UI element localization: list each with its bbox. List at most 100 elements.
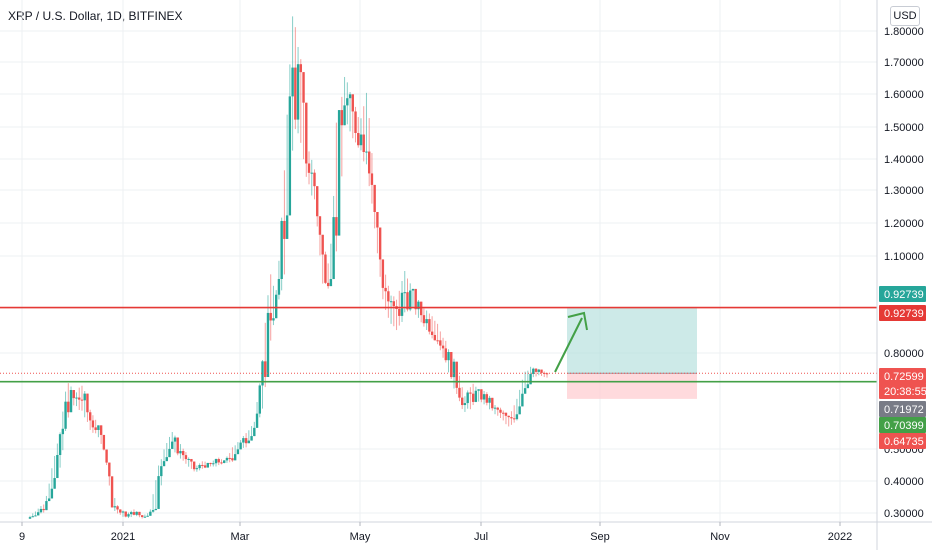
price-badge-label: 0.92739 — [884, 308, 924, 320]
candle-body — [280, 220, 283, 280]
candle-body — [274, 294, 278, 319]
candle-body — [91, 420, 95, 428]
candle-body — [127, 514, 130, 517]
candle-body — [75, 397, 78, 399]
candle-body — [195, 468, 199, 470]
x-tick-label: 9 — [19, 531, 25, 543]
y-tick-label: 1.60000 — [884, 89, 924, 101]
candle-body — [28, 517, 32, 519]
candle-body — [326, 282, 330, 287]
arrow-shaft — [554, 317, 583, 373]
currency-selector[interactable]: USD — [890, 6, 920, 26]
candle-body — [436, 340, 439, 342]
candle-body — [80, 399, 84, 401]
candle-body — [37, 512, 40, 516]
level-lines — [0, 306, 877, 383]
target-zone — [567, 307, 697, 374]
price-badge-label: 0.64735 — [884, 436, 924, 448]
arrow-head — [567, 311, 588, 331]
candle-body — [504, 412, 508, 416]
candle-body — [83, 393, 86, 401]
candle-body — [97, 425, 100, 430]
projection-arrow — [554, 311, 588, 373]
price-badge-label: 20:38:55 — [884, 386, 927, 398]
candle-body — [72, 390, 75, 399]
candle-body — [233, 454, 237, 461]
candle-body — [294, 67, 297, 120]
candle-body — [149, 511, 152, 516]
candle-body — [430, 331, 434, 335]
candle-body — [209, 462, 212, 465]
candle-body — [419, 301, 423, 316]
candle-body — [244, 438, 248, 444]
candle-body — [88, 412, 92, 421]
price-badges: 0.92739 0.92739 0.72599 20:38:55 0.71972 0.70… — [879, 286, 927, 449]
candle-body — [220, 462, 223, 464]
candle-body — [53, 478, 56, 489]
candle-body — [439, 340, 442, 346]
candle-body — [99, 425, 103, 435]
candle-body — [417, 301, 420, 310]
candle-body — [313, 172, 316, 187]
x-tick-label: 2021 — [111, 531, 135, 543]
candle-body — [228, 457, 231, 459]
candle-body — [203, 465, 207, 468]
candle-body — [398, 308, 401, 316]
candle-body — [255, 413, 259, 428]
candle-body — [532, 368, 535, 374]
candle-body — [67, 401, 70, 413]
y-tick-label: 1.20000 — [884, 218, 924, 230]
candle-body — [305, 102, 308, 164]
candle-body — [269, 312, 272, 321]
candle-body — [428, 319, 431, 332]
trade-zones — [567, 307, 697, 399]
candle-body — [39, 508, 43, 513]
candle-body — [389, 301, 393, 303]
candle-body — [78, 397, 81, 400]
candle-body — [482, 394, 486, 400]
candle-body — [403, 292, 406, 294]
candle-body — [493, 407, 497, 409]
price-badge-label: 0.72599 — [884, 371, 924, 383]
candle-body — [138, 511, 141, 516]
candle-body — [510, 417, 513, 419]
price-badge — [879, 286, 926, 302]
candle-body — [343, 105, 346, 126]
y-tick-label: 1.70000 — [884, 57, 924, 69]
candle-body — [359, 134, 363, 146]
candle-body — [521, 393, 524, 407]
candle-body — [64, 401, 67, 429]
candle-body — [400, 292, 404, 316]
candle-body — [258, 385, 261, 414]
y-tick-label: 0.40000 — [884, 476, 924, 488]
candle-body — [335, 217, 338, 236]
candle-body — [206, 462, 210, 468]
candle-body — [406, 292, 409, 310]
candle-body — [201, 464, 204, 466]
candle-body — [529, 373, 532, 385]
candle-body — [154, 508, 158, 511]
candle-body — [480, 389, 483, 400]
candle-body — [378, 227, 382, 260]
candle-body — [310, 172, 313, 174]
candle-body — [236, 449, 240, 455]
candle-body — [223, 460, 226, 463]
candle-body — [537, 369, 540, 372]
candle-body — [184, 455, 188, 460]
candle-body — [140, 515, 144, 517]
chart-title: XRP / U.S. Dollar, 1D, BITFINEX — [8, 9, 183, 23]
candle-body — [458, 387, 461, 398]
candle-body — [411, 288, 415, 291]
candle-body — [247, 440, 251, 444]
candle-body — [441, 345, 445, 349]
candle-body — [146, 515, 149, 517]
y-tick-label: 1.50000 — [884, 122, 924, 134]
candle-body — [318, 216, 322, 235]
candle-body — [351, 94, 354, 112]
x-tick-label: Jul — [474, 531, 488, 543]
candle-body — [225, 457, 229, 461]
candle-body — [414, 288, 417, 310]
candle-body — [357, 132, 360, 146]
y-tick-label: 0.30000 — [884, 508, 924, 520]
